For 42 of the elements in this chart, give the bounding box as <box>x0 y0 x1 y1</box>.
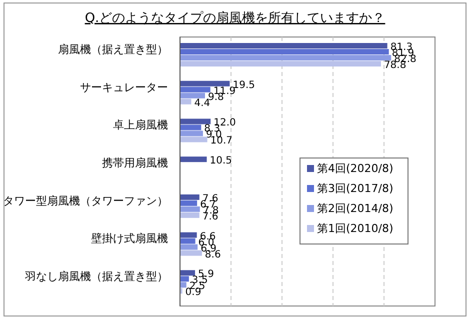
y-tick-label: タワー型扇風機（タワーファン） <box>3 194 168 208</box>
chart-title: Q.どのようなタイプの扇風機を所有していますか？ <box>84 10 386 26</box>
bar <box>180 244 198 250</box>
bar <box>180 86 210 92</box>
data-label: 4.4 <box>194 98 210 109</box>
bar <box>180 238 196 244</box>
legend-label: 第2回(2014/8) <box>317 202 394 215</box>
data-label: 78.8 <box>384 60 406 71</box>
bar <box>180 55 392 60</box>
bar <box>180 282 186 288</box>
data-label: 10.5 <box>210 156 232 167</box>
bar <box>180 270 196 276</box>
legend-label: 第4回(2020/8) <box>317 162 394 175</box>
y-tick-label: サーキュレーター <box>80 80 168 94</box>
legend-label: 第1回(2010/8) <box>317 222 394 235</box>
bar <box>180 232 197 238</box>
y-tick-label: 卓上扇風機 <box>113 118 168 132</box>
bar <box>180 61 381 66</box>
data-label: 10.7 <box>210 136 233 147</box>
bar <box>180 43 388 48</box>
legend-label: 第3回(2017/8) <box>317 182 394 195</box>
bar <box>180 124 202 130</box>
bar <box>180 130 203 136</box>
bar <box>180 118 211 124</box>
data-label: 0.9 <box>185 287 202 298</box>
bar <box>180 156 207 162</box>
bar <box>180 92 205 98</box>
bar <box>180 206 200 212</box>
bar <box>180 49 389 54</box>
bar <box>180 98 192 104</box>
bar <box>180 276 189 282</box>
bar <box>180 80 230 86</box>
y-tick-label: 携帯用扇風機 <box>102 156 168 170</box>
y-tick-label: 羽なし扇風機（据え置き型） <box>25 270 168 284</box>
bar <box>180 136 208 142</box>
y-tick-label: 扇風機（据え置き型） <box>58 42 168 56</box>
bar <box>180 194 200 200</box>
data-label: 7.6 <box>202 211 218 222</box>
y-tick-label: 壁掛け式扇風機 <box>91 232 168 246</box>
bar <box>180 200 198 206</box>
bar <box>180 212 200 218</box>
bar <box>180 250 202 256</box>
